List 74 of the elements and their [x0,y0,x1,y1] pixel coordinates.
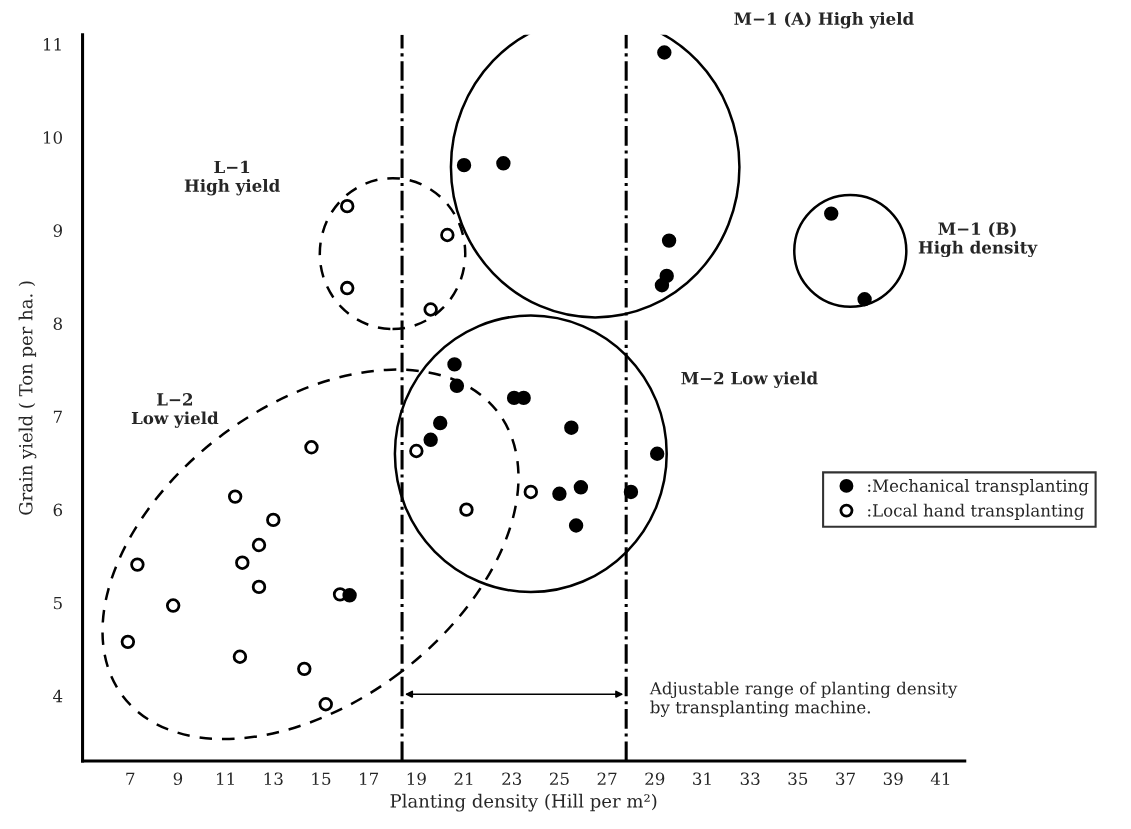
point [568,518,584,533]
annotation: L−1 High yield [184,160,280,196]
point [654,278,670,293]
y-tick-label: 5 [53,596,62,610]
y-tick-label: 10 [43,131,63,144]
point [449,378,465,394]
point [318,697,333,712]
x-tick-label: 41 [930,772,950,785]
point [564,420,579,435]
point [623,484,639,500]
x-tick-label: 13 [264,772,283,786]
point [552,486,567,502]
text: M−1 (A) High yield [734,12,914,29]
legend-label: :Mechanical transplanting [868,479,1089,496]
point [342,588,357,603]
point [657,45,672,60]
y-tick-label: 6 [53,503,63,517]
y-tick-label: 7 [53,410,62,423]
y-tick-label: 4 [53,689,63,703]
x-tick-label: 29 [645,772,665,786]
x-tick-label: 31 [693,772,711,786]
point [423,432,438,448]
x-tick-label: 17 [360,772,379,785]
point [496,156,511,171]
point [409,443,424,459]
x-tick-label: 15 [312,772,331,786]
point [130,557,145,572]
y-axis-title: Grain yield ( Ton per ha. ) [18,281,37,515]
x-tick-label: 11 [217,772,234,785]
point [340,198,355,214]
y-tick-label: 11 [43,38,61,51]
point [516,390,531,406]
point [266,512,281,528]
x-tick-label: 9 [173,772,183,786]
point [857,292,872,307]
x-tick-label: 33 [740,772,760,786]
point [423,302,438,317]
x-axis-title: Planting density (Hill per m²) [390,793,657,812]
point [573,480,589,495]
annotation: M−1 (B) High density [918,222,1038,258]
x-tick-label: 37 [836,772,855,786]
x-tick-label: 25 [549,772,569,786]
point [251,579,267,595]
x-tick-label: 35 [788,772,808,786]
y-tick-label: 8 [53,317,62,331]
point [824,206,839,221]
x-tick-label: 7 [126,772,135,785]
point [235,555,250,570]
point [304,440,319,455]
x-tick-label: 21 [454,772,473,785]
legend-label: :Local hand transplanting [868,503,1084,521]
point [456,157,472,173]
point [523,484,539,500]
point [459,502,474,517]
point [447,357,462,372]
point [165,598,181,613]
point [649,446,665,461]
point [297,661,312,677]
point [120,634,136,650]
annotation: M−2 Low yield [681,371,818,388]
x-tick-label: 23 [502,772,522,786]
point [340,280,355,296]
x-tick-label: 27 [597,772,617,785]
annotation: Adjustable range of planting density by transplanting machine. [649,681,958,717]
point [440,227,455,243]
point [661,233,677,248]
point [251,537,267,553]
x-tick-label: 39 [883,772,903,786]
point [232,649,248,664]
point [433,415,448,431]
annotation: L−2 Low yield [131,393,219,428]
x-tick-label: 19 [407,772,426,786]
point [227,489,243,504]
y-tick-label: 9 [53,224,62,237]
